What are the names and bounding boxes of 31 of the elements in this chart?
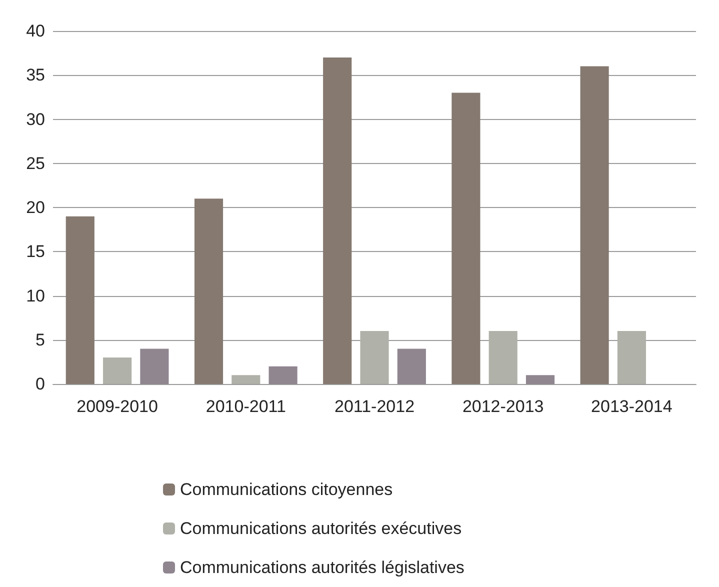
y-tick-label: 30	[26, 110, 45, 129]
bar	[360, 331, 389, 384]
legend-label: Communications citoyennes	[180, 480, 393, 499]
y-tick-label: 10	[26, 286, 45, 306]
bar	[452, 92, 480, 384]
y-tick-label: 15	[26, 242, 45, 262]
x-tick-label: 2012-2013	[462, 397, 544, 416]
bar	[397, 348, 426, 384]
legend-label: Communications autorités législatives	[180, 558, 464, 577]
bar	[194, 198, 224, 384]
bar	[488, 331, 518, 384]
x-tick-label: 2010-2011	[206, 397, 286, 416]
bar	[66, 216, 94, 384]
x-tick-label: 2013-2014	[591, 397, 672, 416]
y-tick-label: 25	[26, 154, 45, 173]
y-tick-label: 40	[26, 22, 45, 40]
legend-label: Communications autorités exécutives	[180, 519, 462, 538]
bar	[323, 57, 352, 384]
x-tick-label: 2011-2012	[334, 397, 415, 416]
bar	[580, 66, 609, 384]
bar	[268, 366, 298, 384]
x-tick-label: 2009-2010	[76, 397, 158, 416]
bar	[103, 358, 132, 384]
bar	[232, 375, 260, 384]
y-tick-label: 5	[36, 330, 45, 350]
bar	[140, 348, 169, 384]
y-tick-label: 35	[26, 66, 45, 85]
bar	[617, 331, 646, 384]
y-tick-label: 20	[26, 198, 45, 217]
y-tick-label: 0	[36, 374, 45, 394]
bar	[526, 375, 555, 384]
